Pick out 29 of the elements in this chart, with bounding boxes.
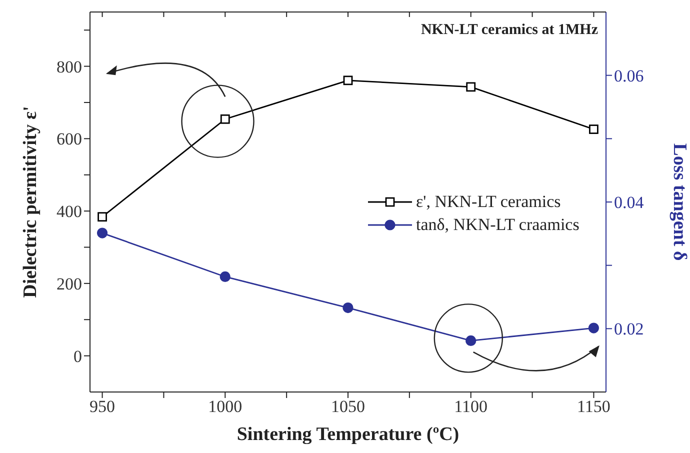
point <box>220 271 230 282</box>
x-axis-title: Sintering Temperature (ºC) <box>236 424 460 445</box>
point <box>220 114 230 124</box>
point <box>588 322 600 334</box>
point <box>343 76 353 86</box>
y-tick-label: 800 <box>56 57 82 76</box>
x-tick-label: 1050 <box>331 397 365 416</box>
point <box>98 212 107 222</box>
x-tick-label: 1150 <box>577 397 610 416</box>
y-tick-label: 200 <box>56 274 82 294</box>
x-tick-label: 1100 <box>454 397 488 416</box>
y2-tick-label: 0.04 <box>614 193 644 212</box>
legend-label: ε', NKN-LT ceramics <box>416 192 561 212</box>
x-tick-label: 1000 <box>208 397 242 416</box>
y2-tick-label: 0.06 <box>614 66 644 86</box>
text: NKN-LT ceramics at 1MHz <box>420 22 598 38</box>
point <box>589 124 598 134</box>
y-tick-label: 600 <box>56 130 82 149</box>
point <box>96 228 108 238</box>
legend-label: tanδ, NKN-LT craamics <box>416 214 580 234</box>
point <box>466 335 476 346</box>
point <box>342 302 354 314</box>
x-tick-label: 950 <box>90 397 116 416</box>
y2-axis-title: Loss tangent δ <box>669 143 690 261</box>
y-tick-label: 400 <box>56 202 82 222</box>
y-axis-title: Dielectric permitivity ε' <box>20 106 41 298</box>
y2-tick-label: 0.02 <box>614 320 644 339</box>
y-tick-label: 0 <box>74 346 82 366</box>
point <box>466 82 476 92</box>
